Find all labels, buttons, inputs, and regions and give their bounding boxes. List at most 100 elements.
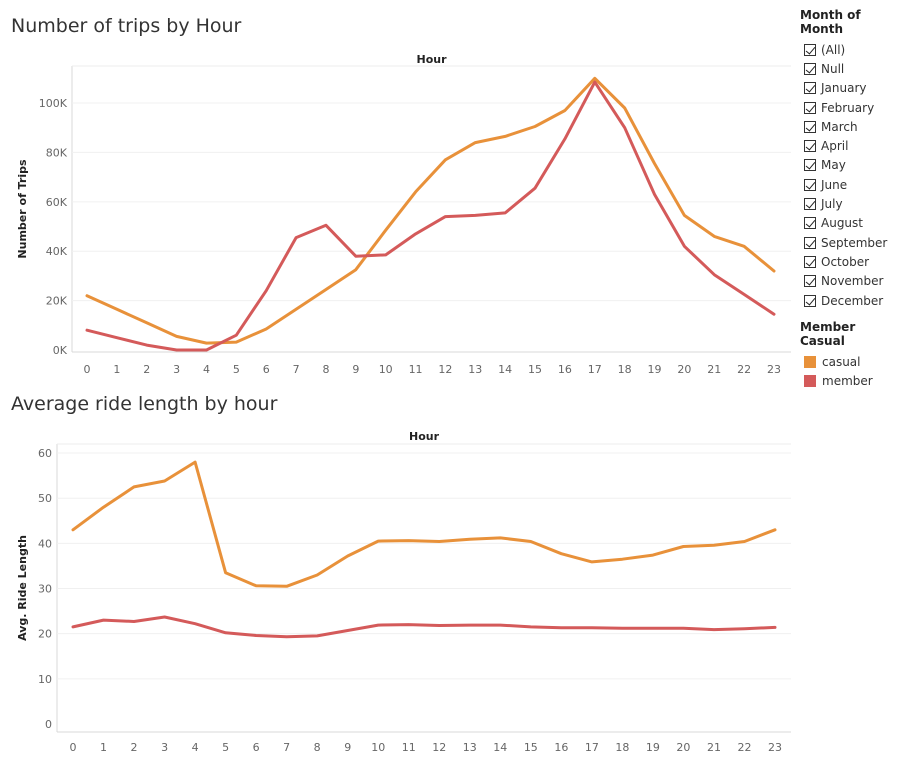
x-tick-label: 5 xyxy=(233,363,240,376)
color-legend-item[interactable]: member xyxy=(800,371,903,390)
checkbox-checked-icon[interactable] xyxy=(804,217,816,230)
month-filter-label: March xyxy=(821,119,858,134)
legend-panel: Month of Month (All) Null January February M… xyxy=(800,8,903,391)
y-tick-label: 0K xyxy=(53,344,68,357)
month-filter-item[interactable]: August xyxy=(800,214,903,233)
x-tick-label: 23 xyxy=(767,363,781,376)
x-tick-label: 22 xyxy=(737,363,751,376)
x-tick-label: 0 xyxy=(70,741,77,754)
checkbox-checked-icon[interactable] xyxy=(804,159,816,172)
y-tick-label: 30 xyxy=(38,583,52,596)
color-swatch xyxy=(804,375,816,388)
x-tick-label: 22 xyxy=(737,741,751,754)
month-filter-label: May xyxy=(821,158,846,173)
x-tick-label: 12 xyxy=(432,741,446,754)
x-tick-label: 9 xyxy=(352,363,359,376)
y-tick-label: 10 xyxy=(38,673,52,686)
month-filter-item[interactable]: February xyxy=(800,98,903,117)
month-filter-item[interactable]: April xyxy=(800,136,903,155)
checkbox-checked-icon[interactable] xyxy=(804,178,816,191)
checkbox-checked-icon[interactable] xyxy=(804,62,816,75)
x-tick-label: 23 xyxy=(768,741,782,754)
x-tick-label: 3 xyxy=(173,363,180,376)
color-legend-list: casual member xyxy=(800,352,903,391)
color-legend-label: member xyxy=(822,374,873,389)
y-tick-label: 60K xyxy=(46,196,68,209)
x-tick-label: 16 xyxy=(554,741,568,754)
month-filter-label: August xyxy=(821,216,863,231)
checkbox-checked-icon[interactable] xyxy=(804,198,816,211)
checkbox-checked-icon[interactable] xyxy=(804,236,816,249)
y-tick-label: 80K xyxy=(46,146,68,159)
checkbox-checked-icon[interactable] xyxy=(804,255,816,268)
y-axis-title: Avg. Ride Length xyxy=(16,535,29,641)
x-tick-label: 10 xyxy=(379,363,393,376)
x-tick-label: 11 xyxy=(409,363,423,376)
x-tick-label: 8 xyxy=(322,363,329,376)
month-filter-label: January xyxy=(821,81,867,96)
color-swatch xyxy=(804,355,816,368)
month-filter-label: June xyxy=(821,177,848,192)
series-line-member xyxy=(71,615,777,639)
month-filter-item[interactable]: October xyxy=(800,252,903,271)
month-filter-item[interactable]: May xyxy=(800,156,903,175)
y-tick-label: 40K xyxy=(46,245,68,258)
series-line-casual xyxy=(71,460,777,588)
y-tick-label: 20 xyxy=(38,628,52,641)
checkbox-checked-icon[interactable] xyxy=(804,275,816,288)
x-tick-label: 1 xyxy=(100,741,107,754)
x-tick-label: 17 xyxy=(585,741,599,754)
x-axis-title: Hour xyxy=(409,430,440,443)
x-tick-label: 9 xyxy=(344,741,351,754)
x-tick-label: 21 xyxy=(707,741,721,754)
month-filter-list: (All) Null January February March April May Jun… xyxy=(800,40,903,310)
x-tick-label: 18 xyxy=(618,363,632,376)
x-tick-label: 12 xyxy=(438,363,452,376)
color-legend-title: Member Casual xyxy=(800,320,856,349)
series-line-member xyxy=(85,80,776,352)
x-tick-label: 17 xyxy=(588,363,602,376)
chart-title-ride-length: Average ride length by hour xyxy=(11,393,278,415)
month-filter-item[interactable]: June xyxy=(800,175,903,194)
checkbox-checked-icon[interactable] xyxy=(804,294,816,307)
month-filter-item[interactable]: Null xyxy=(800,59,903,78)
month-filter-item[interactable]: (All) xyxy=(800,40,903,59)
x-tick-label: 0 xyxy=(84,363,91,376)
month-filter-item[interactable]: July xyxy=(800,194,903,213)
checkbox-checked-icon[interactable] xyxy=(804,82,816,95)
chart-title-trips: Number of trips by Hour xyxy=(11,15,242,37)
checkbox-checked-icon[interactable] xyxy=(804,140,816,153)
month-filter-item[interactable]: September xyxy=(800,233,903,252)
x-tick-label: 14 xyxy=(498,363,512,376)
checkbox-checked-icon[interactable] xyxy=(804,120,816,133)
checkbox-checked-icon[interactable] xyxy=(804,43,816,56)
month-filter-label: July xyxy=(821,197,843,212)
color-legend-item[interactable]: casual xyxy=(800,352,903,371)
x-tick-label: 4 xyxy=(192,741,199,754)
month-filter-item[interactable]: November xyxy=(800,272,903,291)
month-filter-item[interactable]: March xyxy=(800,117,903,136)
x-tick-label: 2 xyxy=(131,741,138,754)
y-tick-label: 40 xyxy=(38,537,52,550)
month-filter-label: October xyxy=(821,254,870,269)
month-filter-item[interactable]: January xyxy=(800,79,903,98)
x-tick-label: 21 xyxy=(707,363,721,376)
color-legend-label: casual xyxy=(822,354,861,369)
x-tick-label: 18 xyxy=(615,741,629,754)
x-tick-label: 15 xyxy=(524,741,538,754)
x-tick-label: 19 xyxy=(648,363,662,376)
month-filter-label: December xyxy=(821,293,884,308)
x-tick-label: 3 xyxy=(161,741,168,754)
y-tick-label: 0 xyxy=(45,718,52,731)
x-tick-label: 19 xyxy=(646,741,660,754)
month-filter-label: February xyxy=(821,100,875,115)
x-tick-label: 15 xyxy=(528,363,542,376)
x-tick-label: 20 xyxy=(676,741,690,754)
x-tick-label: 6 xyxy=(253,741,260,754)
month-filter-item[interactable]: December xyxy=(800,291,903,310)
x-tick-label: 13 xyxy=(463,741,477,754)
checkbox-checked-icon[interactable] xyxy=(804,101,816,114)
x-tick-label: 10 xyxy=(371,741,385,754)
